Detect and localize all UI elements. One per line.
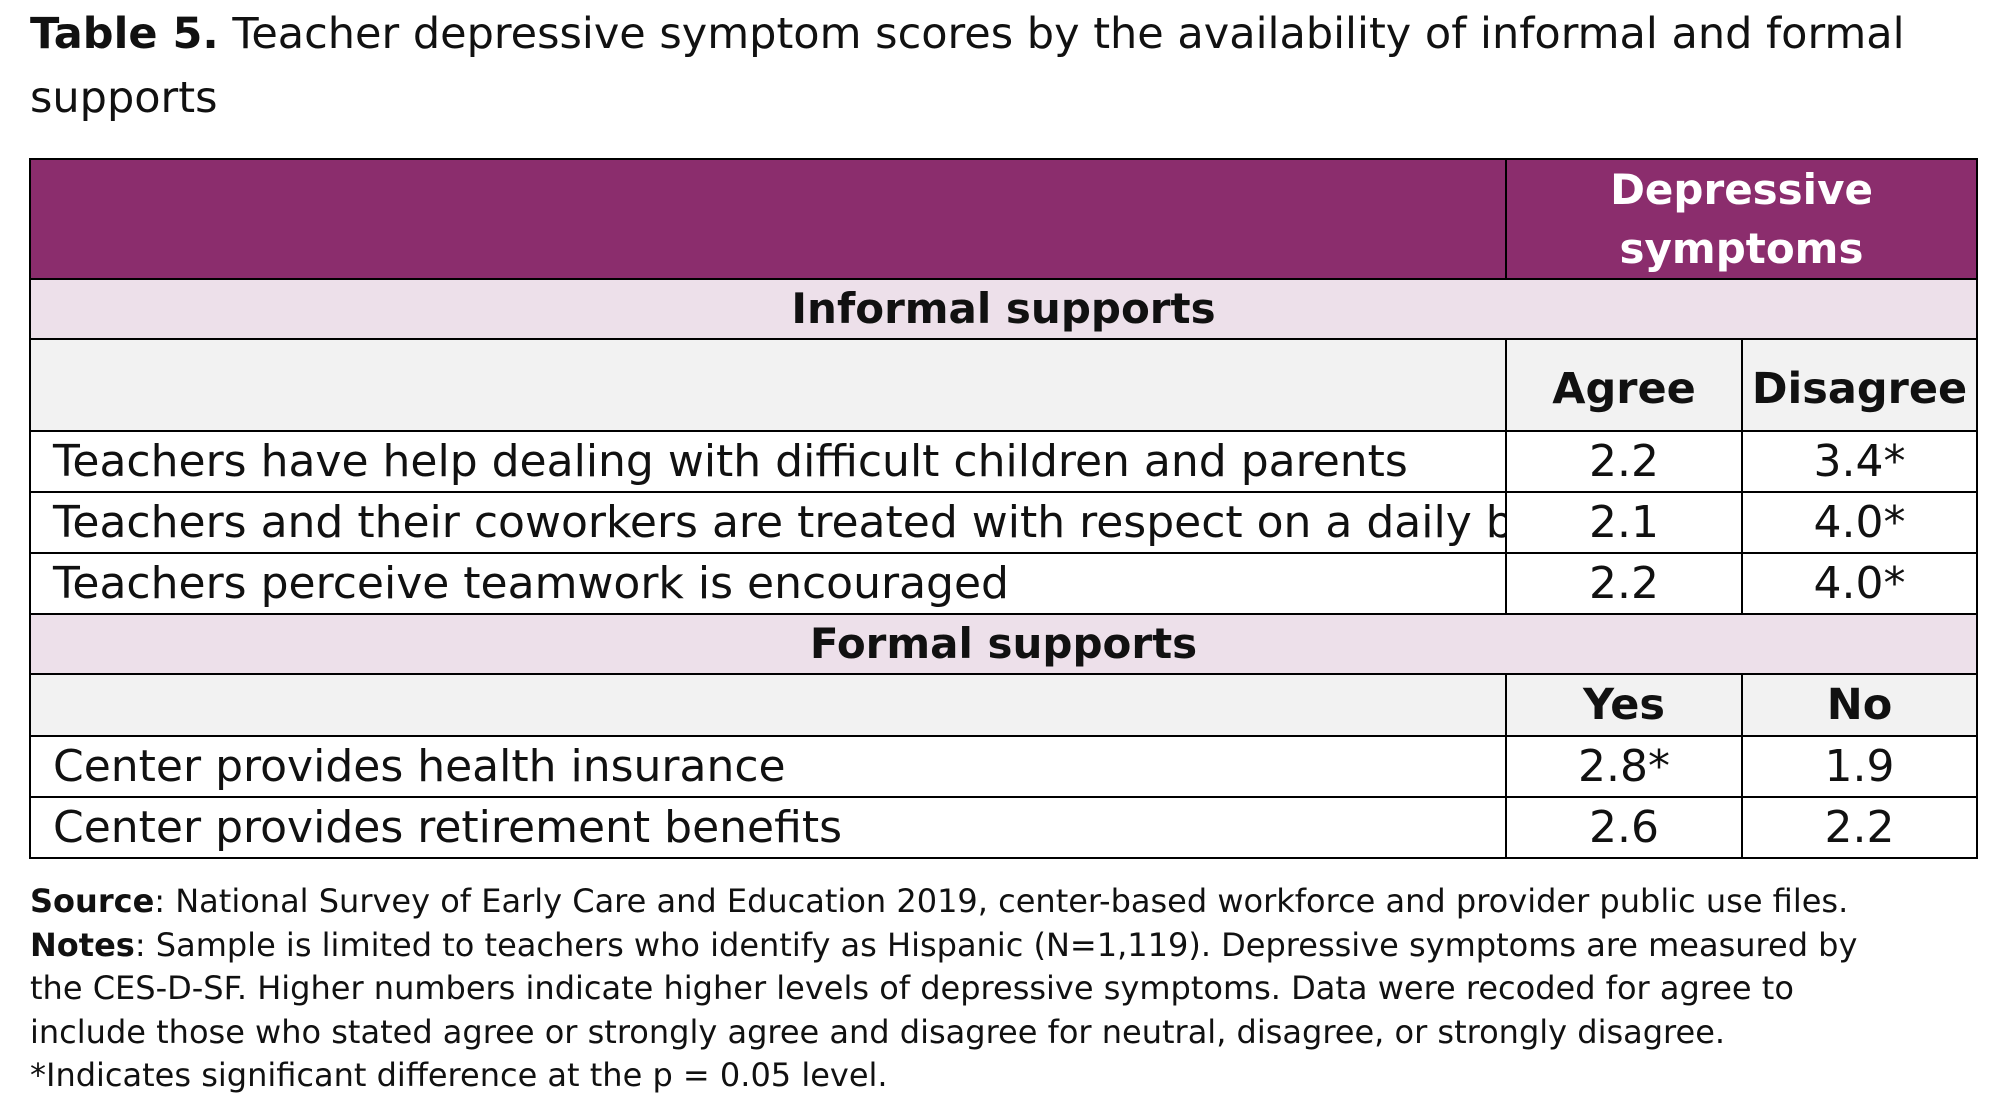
disagree-value: 3.4* (1740, 430, 1979, 493)
column-header-agree: Agree (1505, 338, 1743, 432)
table-footnotes: Source: National Survey of Early Care an… (30, 880, 1890, 1098)
table-title: Teacher depressive symptom scores by the… (30, 9, 1905, 123)
disagree-value: 4.0* (1740, 491, 1979, 554)
table-row: Teachers perceive teamwork is encouraged… (29, 552, 1979, 615)
column-header-no: No (1740, 673, 1979, 737)
yes-value: 2.8* (1505, 735, 1743, 798)
table-header-row: Depressive symptoms (29, 158, 1979, 280)
section-title-formal: Formal supports (28, 613, 1979, 675)
notes-text: : Sample is limited to teachers who iden… (30, 925, 1858, 1095)
data-table: Depressive symptoms Informal supports Ag… (28, 158, 1979, 859)
table-row: Center provides retirement benefits 2.6 … (29, 796, 1979, 859)
row-label: Teachers and their coworkers are treated… (29, 491, 1507, 554)
column-header-disagree: Disagree (1740, 338, 1979, 432)
no-value: 2.2 (1740, 796, 1979, 859)
subheader-row-formal: Yes No (29, 673, 1979, 737)
subheader-row-informal: Agree Disagree (29, 338, 1979, 432)
section-row-informal: Informal supports (28, 278, 1979, 340)
source-note: Source: National Survey of Early Care an… (30, 880, 1890, 924)
source-text: : National Survey of Early Care and Educ… (154, 882, 1849, 920)
row-label: Center provides health insurance (29, 735, 1507, 798)
row-label: Center provides retirement benefits (29, 796, 1507, 859)
table-caption: Table 5. Teacher depressive symptom scor… (30, 2, 1960, 130)
row-label: Teachers have help dealing with difficul… (29, 430, 1507, 493)
agree-value: 2.2 (1505, 552, 1743, 615)
table-number: Table 5. (30, 9, 219, 59)
table-row: Teachers and their coworkers are treated… (29, 491, 1979, 554)
section-title-informal: Informal supports (28, 278, 1979, 340)
header-cell: Depressive symptoms (1504, 158, 1979, 280)
notes-label: Notes (30, 925, 135, 964)
section-row-formal: Formal supports (28, 613, 1979, 675)
notes-note: Notes: Sample is limited to teachers who… (30, 924, 1890, 1098)
table-row: Center provides health insurance 2.8* 1.… (29, 735, 1979, 798)
row-label: Teachers perceive teamwork is encouraged (29, 552, 1507, 615)
agree-value: 2.1 (1505, 491, 1743, 554)
agree-value: 2.2 (1505, 430, 1743, 493)
header-depressive-symptoms: Depressive symptoms (1610, 165, 1873, 273)
disagree-value: 4.0* (1740, 552, 1979, 615)
source-label: Source (30, 882, 155, 920)
table-row: Teachers have help dealing with difficul… (29, 430, 1979, 493)
subheader-empty-cell (29, 338, 1507, 432)
subheader-empty-cell (29, 673, 1507, 737)
column-header-yes: Yes (1505, 673, 1743, 737)
yes-value: 2.6 (1505, 796, 1743, 859)
header-empty-cell (29, 158, 1507, 280)
no-value: 1.9 (1740, 735, 1979, 798)
